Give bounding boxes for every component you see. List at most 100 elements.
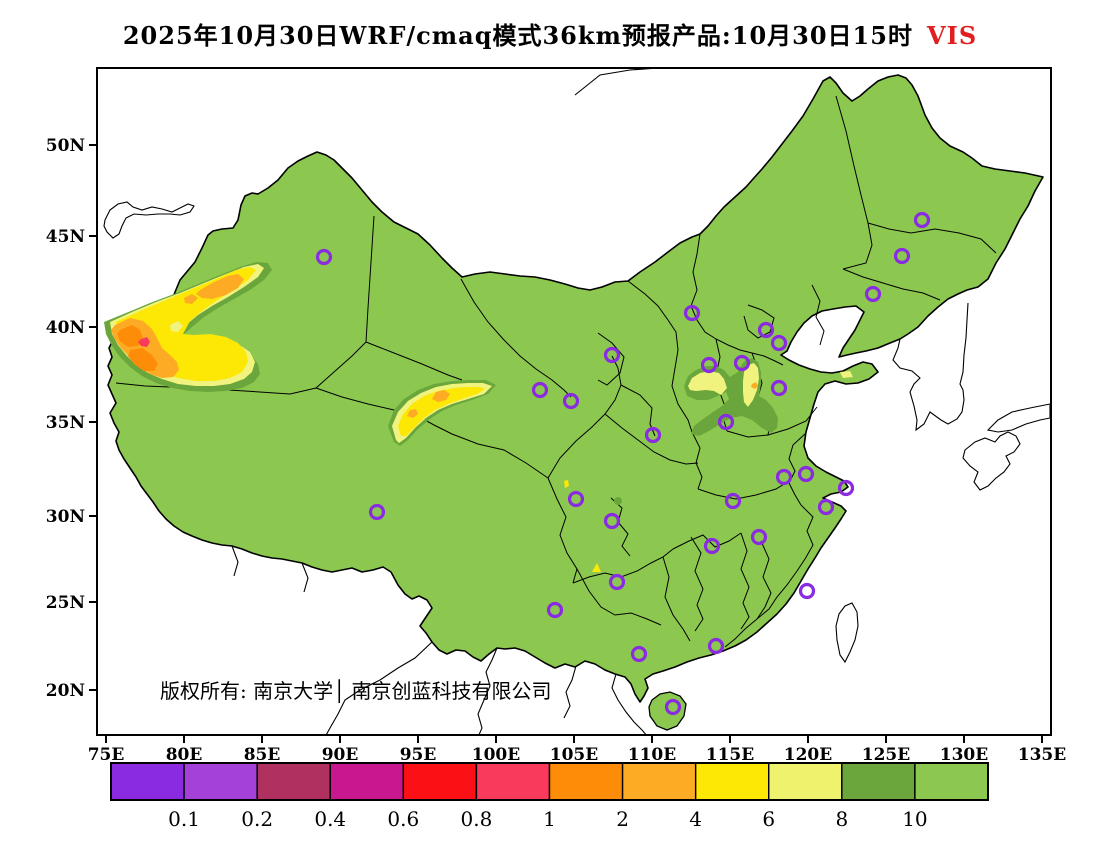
city-marker [315, 248, 333, 266]
lat-tick-label: 40N [46, 318, 85, 338]
city-marker [368, 503, 386, 521]
city-marker [608, 573, 626, 591]
lon-tick-label: 90E [322, 745, 359, 765]
korea-outline [892, 302, 969, 432]
copyright-label: 版权所有: 南京大学│ 南京创蓝科技有限公司 [160, 679, 552, 703]
lon-tick-label: 75E [88, 745, 125, 765]
colorbar-cell [329, 762, 405, 801]
city-marker [770, 334, 788, 352]
page-title: 2025年10月30日WRF/cmaq模式36km预报产品:10月30日15时 V… [0, 16, 1100, 51]
lon-tick-label: 100E [472, 745, 520, 765]
lon-tick-label: 135E [1018, 745, 1066, 765]
laos-border-line [563, 665, 577, 719]
lake-balkhash-outline [103, 201, 195, 239]
lat-tick-label: 45N [46, 227, 85, 247]
colorbar-boundary-label: 0.4 [314, 807, 346, 831]
lon-tick-label: 95E [400, 745, 437, 765]
taiwan-outline [835, 602, 859, 664]
colorbar-cell [548, 762, 624, 801]
colorbar-cell [402, 762, 478, 801]
city-marker [798, 582, 816, 600]
lon-tick-label: 80E [166, 745, 203, 765]
colorbar-boundary-label: 1 [543, 807, 556, 831]
lat-tick-label: 50N [46, 136, 85, 156]
title-main: 2025年10月30日WRF/cmaq模式36km预报产品:10月30日15时 [122, 21, 913, 50]
lon-tick-label: 85E [244, 745, 281, 765]
lon-tick-label: 105E [550, 745, 598, 765]
city-marker [733, 354, 751, 372]
city-marker [717, 413, 735, 431]
lat-tick-label: 20N [46, 681, 85, 701]
city-marker [603, 346, 621, 364]
city-marker [864, 285, 882, 303]
colorbar-boundary-label: 2 [616, 807, 629, 831]
city-marker [700, 356, 718, 374]
bhutan-border-line [301, 562, 309, 593]
colorbar-cell [914, 762, 989, 801]
colorbar-boundary-label: 6 [762, 807, 775, 831]
city-marker [603, 512, 621, 530]
colorbar-cell [110, 762, 185, 801]
city-marker [562, 392, 580, 410]
china-outline [107, 74, 1044, 703]
colorbar-cell [841, 762, 916, 801]
japan-kyushu-outline [962, 431, 1021, 491]
colorbar-cell [694, 762, 770, 801]
city-marker [531, 381, 549, 399]
colorbar-boundary-label: 0.6 [387, 807, 419, 831]
colorbar-boundary-label: 8 [835, 807, 848, 831]
lat-tick-label: 25N [46, 593, 85, 613]
city-marker [775, 468, 793, 486]
tarim-pollution-patch [104, 262, 272, 392]
city-marker [644, 426, 662, 444]
city-marker [797, 465, 815, 483]
lon-tick-label: 115E [706, 745, 754, 765]
colorbar-boundary-label: 0.8 [461, 807, 493, 831]
neighbor-outlines [103, 69, 1050, 734]
lat-tick-label: 35N [46, 413, 85, 433]
lon-tick-label: 120E [784, 745, 832, 765]
lon-tick-label: 110E [628, 745, 676, 765]
colorbar-frame [110, 762, 989, 801]
north-china-plain-patch [684, 358, 778, 436]
city-marker [913, 211, 931, 229]
lon-tick-label: 130E [940, 745, 988, 765]
colorbar-cell [768, 762, 843, 801]
nepal-border-line [231, 545, 239, 577]
myanmar-border-line [326, 641, 433, 734]
city-marker [750, 528, 768, 546]
city-marker [837, 479, 855, 497]
japan-honshu-outline [986, 403, 1050, 433]
city-marker [703, 537, 721, 555]
colorbar-boundary-label: 4 [689, 807, 702, 831]
city-marker [770, 379, 788, 397]
city-marker [724, 492, 742, 510]
qaidam-pollution-patch [388, 380, 496, 446]
city-marker [664, 698, 682, 716]
colorbar-boundary-label: 10 [902, 807, 927, 831]
title-variable-label: VIS [926, 21, 978, 50]
vietnam-border-line [477, 647, 498, 734]
city-marker [683, 304, 701, 322]
city-markers [315, 211, 931, 716]
colorbar-cell [183, 762, 258, 801]
city-marker [893, 247, 911, 265]
city-marker [630, 645, 648, 663]
colorbar-cell [475, 762, 551, 801]
vietnam-coast-line [611, 673, 647, 734]
city-marker [817, 498, 835, 516]
colorbar-boundary-label: 0.1 [168, 807, 200, 831]
colorbar-cell [621, 762, 697, 801]
lon-tick-label: 125E [862, 745, 910, 765]
city-marker [546, 601, 564, 619]
russia-border-line [574, 69, 652, 96]
colorbar-cell [256, 762, 331, 801]
latitude-axis: 50N 45N 40N 35N 30N 25N 20N [46, 136, 97, 701]
city-marker [707, 637, 725, 655]
visibility-colorbar: 0.1 0.2 0.4 0.6 0.8 1 2 4 6 8 10 [110, 762, 989, 831]
city-marker [567, 490, 585, 508]
city-marker [757, 321, 775, 339]
colorbar-boundary-label: 0.2 [241, 807, 273, 831]
longitude-axis: 75E 80E 85E 90E 95E 100E 105E 110E 115E 120E 125E 1… [88, 735, 1066, 765]
